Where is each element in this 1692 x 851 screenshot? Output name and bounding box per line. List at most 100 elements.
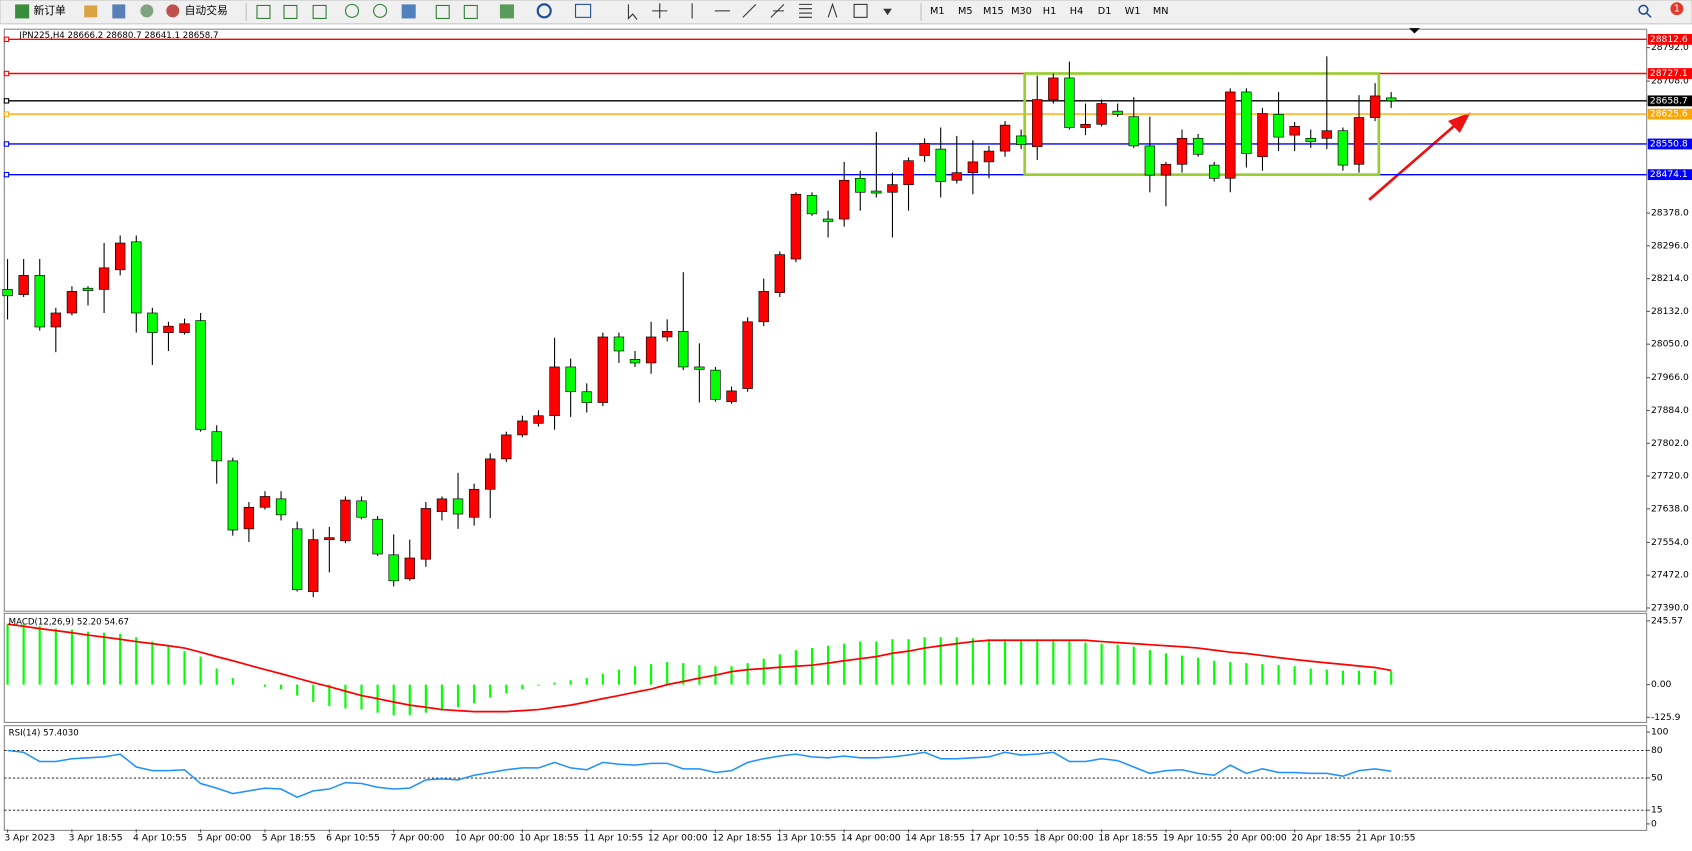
icon[interactable] [140, 4, 154, 18]
level-anchor [3, 70, 10, 77]
x-tick-label: 5 Apr 18:55 [262, 832, 316, 843]
trendline-tool[interactable] [742, 4, 757, 18]
search-icon[interactable] [1638, 4, 1649, 15]
icon[interactable] [84, 5, 98, 18]
level-anchor [3, 171, 10, 178]
icon[interactable] [499, 4, 514, 19]
icon[interactable] [401, 4, 416, 19]
x-tick-label: 14 Apr 18:55 [905, 832, 965, 843]
shapes-tool[interactable] [883, 8, 892, 16]
y-tick-label: 80 [1651, 745, 1663, 756]
candle-body [1096, 103, 1107, 125]
search-icon[interactable] [1646, 12, 1652, 18]
timeframe-button[interactable]: M15 [983, 6, 1004, 17]
crosshair-tool[interactable] [652, 3, 668, 19]
x-tick-label: 13 Apr 10:55 [777, 832, 837, 843]
level-anchor [3, 98, 10, 104]
candle-body [710, 369, 721, 400]
x-tick-label: 10 Apr 18:55 [519, 832, 579, 843]
chart-title: JPN225,H4 28666.2 28680.7 28641.1 28658.… [18, 31, 218, 41]
icon[interactable] [166, 4, 180, 18]
fibo-tool[interactable] [799, 3, 812, 18]
icon[interactable] [256, 4, 271, 19]
candle-body [887, 184, 898, 193]
candle-body [742, 321, 753, 389]
icon[interactable] [574, 3, 592, 18]
timeframe-button[interactable]: D1 [1098, 6, 1112, 17]
candle-body [275, 498, 287, 516]
timeframe-button[interactable]: H1 [1043, 6, 1056, 17]
candle-body [662, 331, 673, 338]
candle-body [1369, 95, 1381, 118]
annotation-arrowhead [1447, 112, 1471, 133]
level-label: 28727.1 [1650, 68, 1688, 79]
candle-body [1128, 116, 1139, 147]
candle-body [903, 160, 914, 186]
timeframe-button[interactable]: M1 [930, 6, 945, 17]
label-tool[interactable] [853, 3, 868, 18]
level-label: 28658.7 [1650, 95, 1688, 106]
y-tick-label: 15 [1651, 805, 1663, 816]
notification-badge[interactable] [1670, 2, 1684, 16]
auto-trading-button[interactable]: 自动交易 [185, 4, 228, 17]
candle-body [259, 496, 271, 508]
range-box [1023, 72, 1381, 176]
candle-body [179, 323, 190, 333]
candle-body [50, 312, 62, 328]
candle-body [549, 366, 560, 417]
candle-body [919, 143, 930, 156]
timeframe-button[interactable]: H4 [1070, 6, 1083, 17]
icon[interactable] [312, 4, 327, 19]
icon[interactable] [435, 4, 450, 19]
channel-tool[interactable] [770, 4, 785, 18]
candle-body [774, 254, 785, 293]
new-order-button[interactable]: 新订单 [33, 4, 66, 17]
candle-body [1305, 137, 1316, 142]
candle-body [243, 506, 255, 530]
rsi-title: RSI(14) 57.4030 [9, 729, 79, 739]
candle-body [1257, 113, 1268, 158]
timeframe-button[interactable]: M5 [958, 6, 973, 17]
timeframe-button[interactable]: M30 [1011, 6, 1032, 17]
timeframe-button[interactable]: W1 [1125, 6, 1141, 17]
icon[interactable] [283, 4, 298, 19]
candle-body [1241, 91, 1252, 154]
level-label-bg [1647, 68, 1692, 79]
cursor-tool[interactable] [627, 4, 638, 20]
icon[interactable] [373, 3, 388, 18]
candle-body [1337, 130, 1349, 166]
candle-body [291, 528, 303, 590]
y-tick-label: 27554.0 [1651, 537, 1689, 548]
candle-body [1209, 164, 1220, 179]
candle-body [356, 500, 367, 518]
candle-body [1160, 163, 1172, 176]
y-tick-label: 27638.0 [1651, 503, 1689, 514]
candle-body [517, 420, 528, 436]
candle-body [404, 557, 415, 580]
candle-body [565, 366, 576, 393]
icon[interactable] [15, 4, 30, 19]
candle-body [501, 434, 512, 460]
candle-body [533, 415, 544, 424]
text-tool[interactable] [827, 2, 838, 18]
icon[interactable] [112, 4, 126, 19]
x-tick-label: 4 Apr 10:55 [133, 832, 187, 843]
icon[interactable] [463, 4, 478, 19]
timeframe-button[interactable]: MN [1153, 6, 1169, 17]
level-label-bg [1647, 138, 1692, 150]
y-tick-label: 27472.0 [1651, 570, 1689, 581]
candle-body [806, 195, 818, 215]
y-tick-label: 28708.0 [1651, 76, 1689, 87]
candle-body [114, 242, 126, 271]
y-tick-label: 245.57 [1651, 615, 1683, 626]
candle-body [1144, 145, 1156, 176]
candle-body [1032, 99, 1043, 148]
icon[interactable] [536, 3, 552, 19]
candle-body [420, 508, 432, 560]
toolbar-bg [0, 0, 1692, 25]
y-tick-label: 28050.0 [1651, 339, 1689, 350]
y-tick-label: 28792.0 [1651, 42, 1689, 53]
candle-body [838, 179, 850, 220]
icon[interactable] [344, 3, 360, 18]
